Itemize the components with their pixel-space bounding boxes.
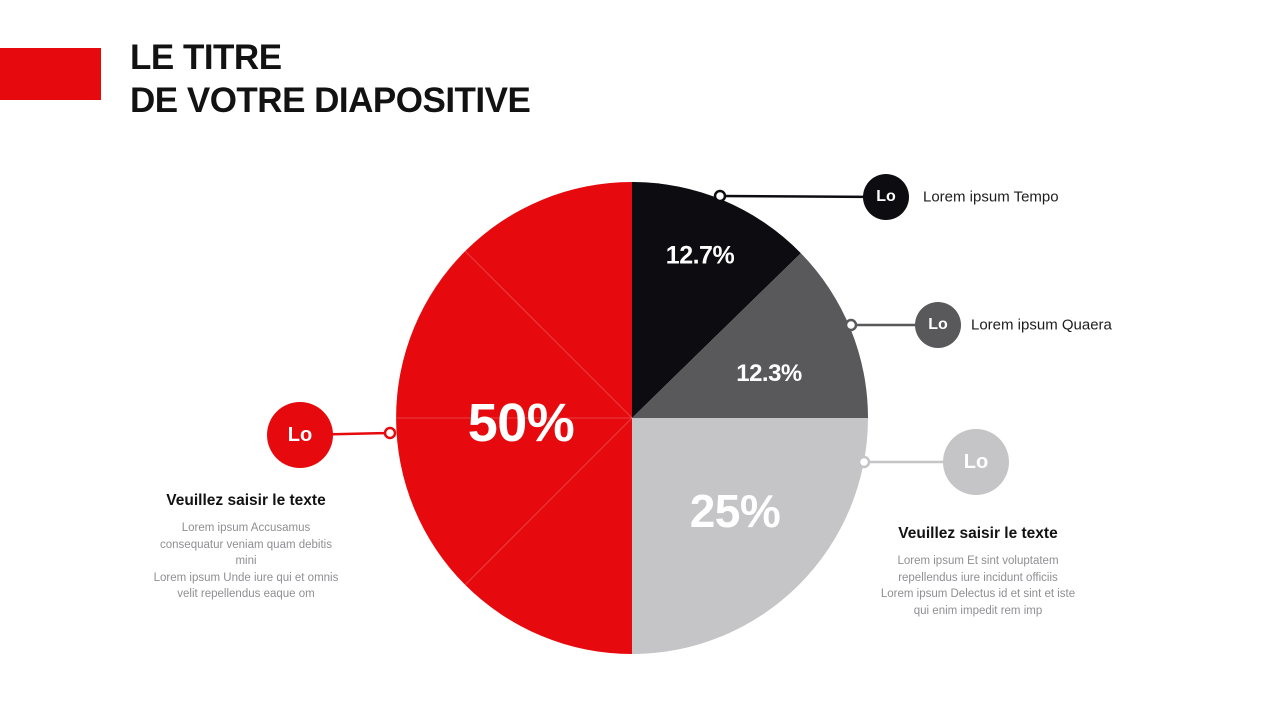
note-right-body: Lorem ipsum Et sint voluptatem repellend… <box>880 555 1076 617</box>
pie-label-50: 50% <box>467 393 575 453</box>
pie-label-12-7: 12.7% <box>665 241 735 270</box>
pie-slice-light[interactable] <box>632 418 868 654</box>
lo-badge-tempo[interactable]: Lo <box>863 174 909 220</box>
slide-title-line2: DE VOTRE DIAPOSITIVE <box>130 81 531 120</box>
lo-badge-left[interactable]: Lo <box>267 402 333 468</box>
lo-badge-right[interactable]: Lo <box>943 429 1009 495</box>
red-slice-divider-lines <box>396 250 633 586</box>
connector-dot-right <box>857 455 871 469</box>
callout-label-quaera: Lorem ipsum Quaera <box>971 316 1112 334</box>
pie-label-25: 25% <box>689 485 781 537</box>
pie-slice-red[interactable] <box>396 182 632 654</box>
lo-badge-right-text: Lo <box>963 450 989 473</box>
pie-slice-quaera[interactable] <box>632 253 868 418</box>
note-block-right: Veuillez saisir le texte Lorem ipsum Et … <box>858 525 1098 619</box>
connector-dot-left <box>383 426 397 440</box>
note-left-body: Lorem ipsum Accusamus consequatur veniam… <box>153 522 339 600</box>
note-block-left: Veuillez saisir le texte Lorem ipsum Acc… <box>126 492 366 603</box>
callout-label-tempo: Lorem ipsum Tempo <box>923 188 1059 206</box>
lo-badge-quaera-text: Lo <box>928 316 948 333</box>
pie-slice-tempo[interactable] <box>632 182 801 418</box>
title-accent-bar <box>0 48 101 100</box>
slide-title-line1: LE TITRE <box>130 38 282 77</box>
lo-badge-left-text: Lo <box>287 423 313 446</box>
connector-dot-tempo <box>713 189 727 203</box>
lo-badge-tempo-text: Lo <box>876 188 896 205</box>
slide-title: LE TITRE DE VOTRE DIAPOSITIVE <box>130 36 531 122</box>
connector-line-tempo <box>719 194 887 199</box>
connector-dot-quaera <box>844 318 858 332</box>
note-right-heading: Veuillez saisir le texte <box>898 525 1058 542</box>
note-left-heading: Veuillez saisir le texte <box>166 492 326 509</box>
lo-badge-quaera[interactable]: Lo <box>915 302 961 348</box>
pie-label-12-3: 12.3% <box>736 360 802 387</box>
